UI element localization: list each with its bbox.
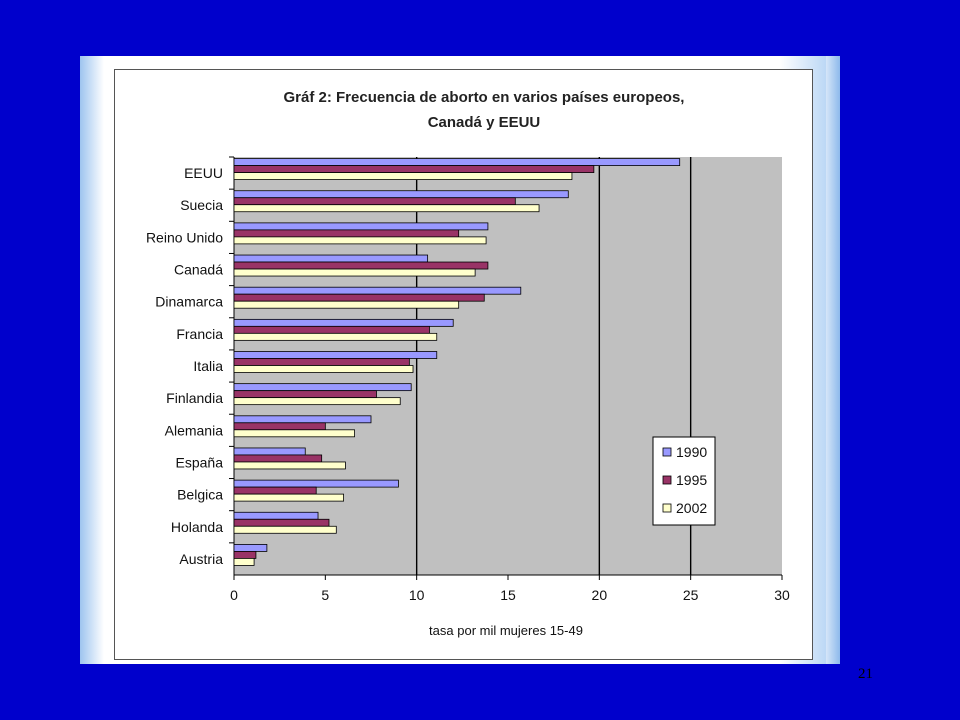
category-label: Reino Unido (146, 229, 223, 245)
category-label: España (176, 454, 224, 470)
bar-2002-3 (233, 268, 476, 277)
x-axis-ticks: 0 5 10 15 20 25 30 (229, 156, 790, 603)
category-labels: EEUU Suecia Reino Unido Canadá Dinamarca Fran… (146, 165, 223, 567)
bar-1990-2 (233, 222, 489, 231)
bar-1990-4 (233, 286, 522, 295)
bar-2002-10 (233, 493, 344, 502)
legend-swatch-1990 (662, 447, 672, 457)
x-axis-title: tasa por mil mujeres 15-49 (429, 623, 583, 638)
bar-2002-1 (233, 204, 540, 213)
bar-1990-3 (233, 254, 429, 263)
legend-swatch-2002 (662, 503, 672, 513)
page-number: 21 (858, 666, 873, 682)
category-label: Francia (176, 326, 223, 342)
slide-panel-right-gradient (826, 56, 840, 664)
bar-2002-4 (233, 300, 460, 309)
category-label: EEUU (184, 165, 223, 181)
x-tick-label: 15 (500, 587, 516, 603)
bar-1995-1 (233, 197, 516, 206)
bar-1990-0 (233, 158, 681, 166)
bar-1990-1 (233, 190, 569, 199)
bar-1995-0 (233, 165, 595, 173)
bar-1995-4 (233, 293, 485, 302)
legend-label-1995: 1995 (676, 472, 707, 488)
bar-chart: Gráf 2: Frecuencia de aborto en varios p… (146, 89, 790, 638)
category-label: Alemania (165, 422, 224, 438)
category-label: Finlandia (166, 390, 223, 406)
bar-2002-7 (233, 397, 401, 406)
bar-1995-6 (233, 358, 410, 366)
bar-1995-3 (233, 261, 489, 270)
bar-2002-8 (233, 429, 355, 438)
bar-1990-6 (233, 351, 438, 359)
bar-1995-12 (233, 551, 257, 559)
bar-2002-0 (233, 172, 573, 180)
bar-1990-12 (233, 544, 268, 552)
bar-1995-10 (233, 486, 317, 495)
category-label: Belgica (177, 487, 223, 503)
x-tick-label: 25 (683, 587, 699, 603)
bar-2002-12 (233, 558, 255, 566)
bar-1990-7 (233, 383, 412, 392)
legend: 1990 1995 2002 (652, 436, 716, 526)
category-label: Canadá (174, 262, 223, 278)
chart-title: Gráf 2: Frecuencia de aborto en varios p… (284, 89, 685, 106)
bar-1995-11 (233, 518, 330, 527)
bar-1990-9 (233, 447, 306, 456)
bar-1995-2 (233, 229, 460, 238)
category-label: Italia (193, 358, 223, 374)
bar-2002-9 (233, 461, 346, 470)
x-tick-label: 20 (592, 587, 608, 603)
slide-panel-left-gradient (80, 56, 104, 664)
bar-1990-10 (233, 479, 399, 488)
x-tick-label: 10 (409, 587, 425, 603)
x-tick-label: 5 (321, 587, 329, 603)
category-label: Suecia (180, 197, 223, 213)
bar-1990-5 (233, 318, 454, 327)
x-tick-label: 0 (230, 587, 238, 603)
bar-1995-9 (233, 454, 323, 463)
bars (233, 158, 681, 566)
bar-2002-11 (233, 525, 337, 534)
chart-subtitle: Canadá y EEUU (428, 114, 541, 131)
bar-2002-2 (233, 236, 487, 245)
bar-1990-11 (233, 511, 319, 520)
legend-swatch-1995 (662, 475, 672, 485)
bar-2002-6 (233, 365, 414, 373)
bar-1995-5 (233, 325, 430, 334)
legend-label-2002: 2002 (676, 500, 707, 516)
bar-1990-8 (233, 415, 372, 424)
bar-1995-7 (233, 390, 377, 399)
category-label: Austria (179, 551, 223, 567)
legend-label-1990: 1990 (676, 444, 707, 460)
x-tick-label: 30 (774, 587, 790, 603)
category-label: Dinamarca (155, 294, 223, 310)
bar-2002-5 (233, 332, 438, 341)
bar-1995-8 (233, 422, 326, 431)
category-label: Holanda (171, 519, 223, 535)
